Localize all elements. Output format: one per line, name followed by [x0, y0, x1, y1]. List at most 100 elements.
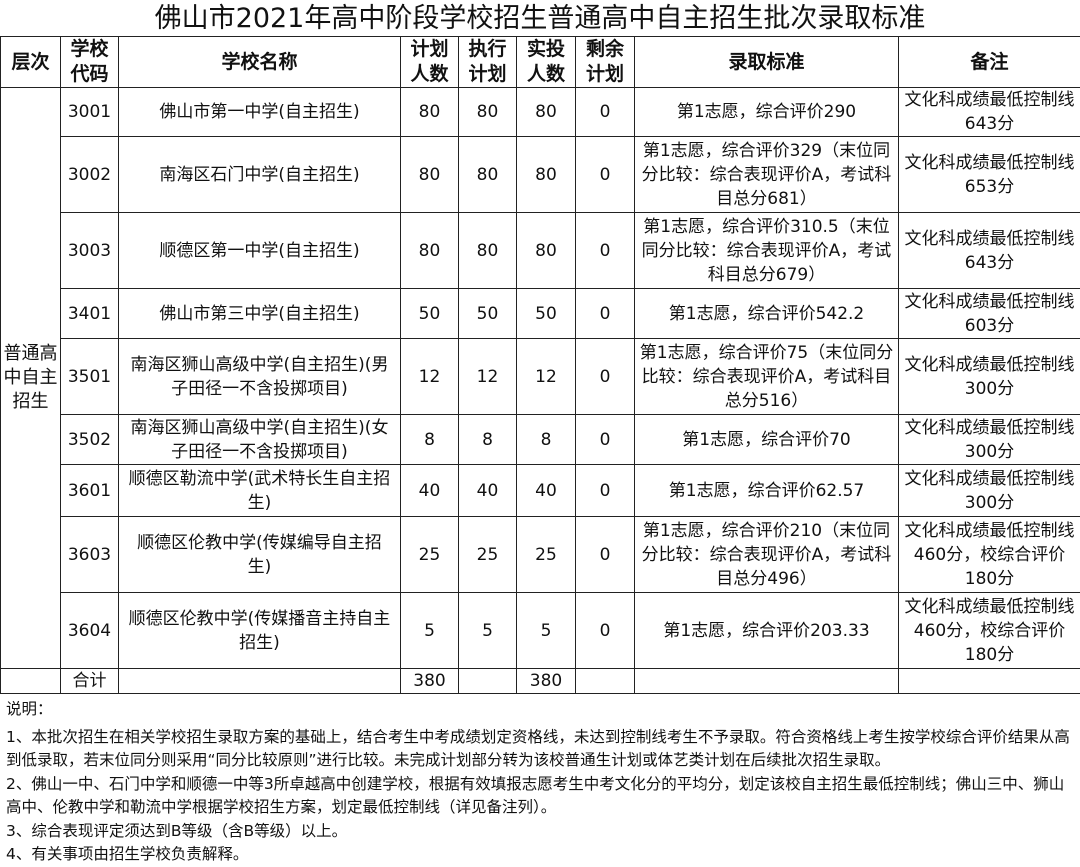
cell-remain: 0: [576, 289, 635, 339]
cell-remain: 0: [576, 593, 635, 669]
cell-note: 文化科成绩最低控制线643分: [899, 213, 1080, 289]
cell-actual: 50: [517, 289, 576, 339]
cell-code: 3603: [61, 517, 119, 593]
cell-exec: 12: [459, 339, 517, 415]
cell-standard: 第1志愿，综合评价70: [635, 415, 899, 465]
cell-actual: 5: [517, 593, 576, 669]
cell-plan: 80: [401, 137, 459, 213]
cell-plan: 12: [401, 339, 459, 415]
column-header: 计划人数: [401, 37, 459, 88]
cell-name: 南海区狮山高级中学(自主招生)(男子田径一不含投掷项目): [119, 339, 401, 415]
cell-plan: 8: [401, 415, 459, 465]
cell-name: 顺德区勒流中学(武术特长生自主招生): [119, 465, 401, 517]
cell-code: 3001: [61, 88, 119, 137]
cell-note: 文化科成绩最低控制线460分，校综合评价180分: [899, 517, 1080, 593]
cell-name: 佛山市第三中学(自主招生): [119, 289, 401, 339]
cell-note: 文化科成绩最低控制线300分: [899, 465, 1080, 517]
cell-actual: 80: [517, 213, 576, 289]
cell-remain: 0: [576, 517, 635, 593]
cell-name: 顺德区伦教中学(传媒播音主持自主招生): [119, 593, 401, 669]
cell-name: 南海区狮山高级中学(自主招生)(女子田径一不含投掷项目): [119, 415, 401, 465]
cell-code: 3002: [61, 137, 119, 213]
total-row: 合计 380 380: [1, 669, 1080, 694]
cell-actual: 80: [517, 88, 576, 137]
cell-note: 文化科成绩最低控制线300分: [899, 339, 1080, 415]
cell-standard: 第1志愿，综合评价75（末位同分比较：综合表现评价A，考试科目总分516）: [635, 339, 899, 415]
column-header: 层次: [1, 37, 61, 88]
cell-note: 文化科成绩最低控制线643分: [899, 88, 1080, 137]
total-cell: 380: [401, 669, 459, 694]
cell-plan: 50: [401, 289, 459, 339]
cell-exec: 25: [459, 517, 517, 593]
total-cell: [1, 669, 61, 694]
cell-actual: 40: [517, 465, 576, 517]
cell-plan: 80: [401, 213, 459, 289]
cell-name: 顺德区第一中学(自主招生): [119, 213, 401, 289]
column-header: 学校名称: [119, 37, 401, 88]
notes-section: 说明： 1、本批次招生在相关学校招生录取方案的基础上，结合考生中考成绩划定资格线…: [0, 694, 1080, 867]
cell-code: 3604: [61, 593, 119, 669]
cell-standard: 第1志愿，综合评价290: [635, 88, 899, 137]
page-title: 佛山市2021年高中阶段学校招生普通高中自主招生批次录取标准: [0, 0, 1080, 36]
cell-exec: 80: [459, 88, 517, 137]
cell-exec: 40: [459, 465, 517, 517]
cell-actual: 25: [517, 517, 576, 593]
cell-remain: 0: [576, 88, 635, 137]
total-cell: [635, 669, 899, 694]
note-item: 2、佛山一中、石门中学和顺德一中等3所卓越高中创建学校，根据有效填报志愿考生中考…: [6, 773, 1074, 820]
cell-code: 3502: [61, 415, 119, 465]
cell-note: 文化科成绩最低控制线653分: [899, 137, 1080, 213]
cell-remain: 0: [576, 339, 635, 415]
total-cell: [899, 669, 1080, 694]
cell-standard: 第1志愿，综合评价329（末位同分比较：综合表现评价A，考试科目总分681）: [635, 137, 899, 213]
cell-plan: 80: [401, 88, 459, 137]
note-item: 3、综合表现评定须达到B等级（含B等级）以上。: [6, 820, 1074, 844]
note-item: 4、有关事项由招生学校负责解释。: [6, 843, 1074, 867]
cell-exec: 5: [459, 593, 517, 669]
cell-plan: 40: [401, 465, 459, 517]
header-row: 层次学校代码学校名称计划人数执行计划实投人数剩余计划录取标准备注: [1, 37, 1080, 88]
cell-note: 文化科成绩最低控制线460分，校综合评价180分: [899, 593, 1080, 669]
column-header: 剩余计划: [576, 37, 635, 88]
cell-exec: 50: [459, 289, 517, 339]
cell-exec: 80: [459, 137, 517, 213]
cell-remain: 0: [576, 415, 635, 465]
cell-standard: 第1志愿，综合评价210（末位同分比较：综合表现评价A，考试科目总分496）: [635, 517, 899, 593]
cell-code: 3003: [61, 213, 119, 289]
column-header: 录取标准: [635, 37, 899, 88]
total-cell: 合计: [61, 669, 119, 694]
note-item: 1、本批次招生在相关学校招生录取方案的基础上，结合考生中考成绩划定资格线，未达到…: [6, 726, 1074, 773]
cell-name: 顺德区伦教中学(传媒编导自主招生): [119, 517, 401, 593]
cell-note: 文化科成绩最低控制线300分: [899, 415, 1080, 465]
total-cell: [576, 669, 635, 694]
cell-standard: 第1志愿，综合评价542.2: [635, 289, 899, 339]
cell-actual: 80: [517, 137, 576, 213]
notes-heading: 说明：: [6, 698, 1074, 722]
total-cell: 380: [517, 669, 576, 694]
cell-name: 佛山市第一中学(自主招生): [119, 88, 401, 137]
cell-actual: 12: [517, 339, 576, 415]
cell-remain: 0: [576, 137, 635, 213]
cell-name: 南海区石门中学(自主招生): [119, 137, 401, 213]
cell-exec: 80: [459, 213, 517, 289]
cell-remain: 0: [576, 213, 635, 289]
admission-table: 层次学校代码学校名称计划人数执行计划实投人数剩余计划录取标准备注 普通高中自主招…: [0, 36, 1080, 694]
cell-remain: 0: [576, 465, 635, 517]
column-header: 备注: [899, 37, 1080, 88]
column-header: 实投人数: [517, 37, 576, 88]
cell-actual: 8: [517, 415, 576, 465]
level-cell: 普通高中自主招生: [1, 88, 61, 669]
cell-exec: 8: [459, 415, 517, 465]
cell-plan: 25: [401, 517, 459, 593]
total-cell: [459, 669, 517, 694]
cell-note: 文化科成绩最低控制线603分: [899, 289, 1080, 339]
column-header: 学校代码: [61, 37, 119, 88]
